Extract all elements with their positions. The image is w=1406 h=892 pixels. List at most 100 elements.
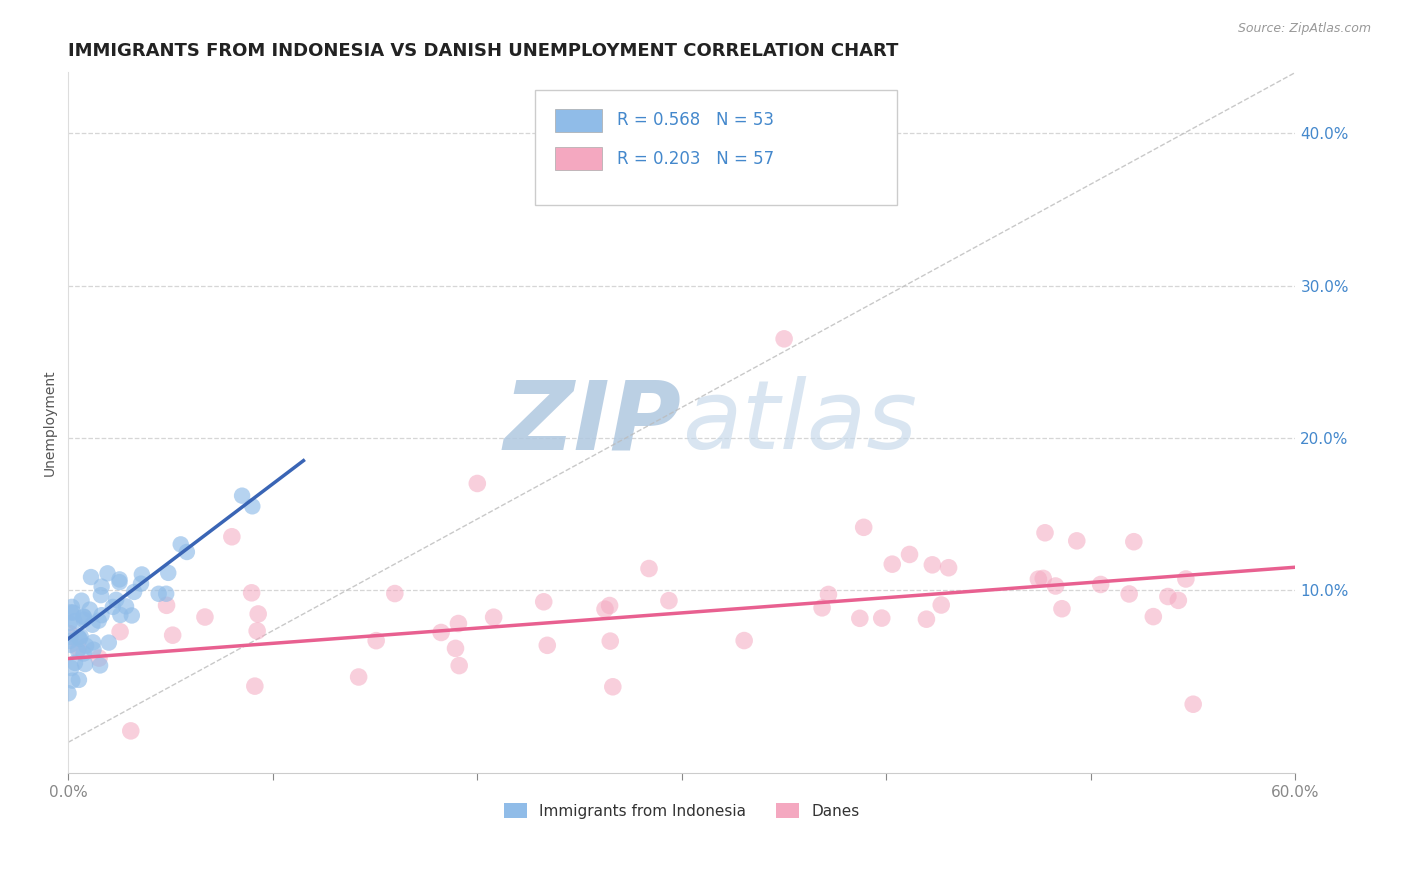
- Point: [1157, 590, 1180, 604]
- Point: [60, 599, 83, 614]
- Point: [1033, 525, 1056, 540]
- Text: atlas: atlas: [682, 376, 917, 469]
- Point: [121, 608, 143, 623]
- Point: [221, 530, 243, 544]
- Point: [69, 632, 91, 646]
- Point: [482, 610, 505, 624]
- Point: [75, 639, 97, 653]
- Point: [170, 537, 193, 551]
- Point: [60, 673, 83, 688]
- Point: [1050, 601, 1073, 615]
- Point: [247, 607, 270, 621]
- Point: [108, 624, 131, 639]
- Y-axis label: Unemployment: Unemployment: [44, 369, 58, 476]
- Point: [89, 658, 111, 673]
- Point: [384, 586, 406, 600]
- Point: [733, 633, 755, 648]
- Point: [122, 585, 145, 599]
- Point: [929, 598, 952, 612]
- Point: [73, 609, 96, 624]
- Point: [638, 561, 661, 575]
- Point: [108, 573, 131, 587]
- Point: [59, 634, 82, 648]
- Bar: [555, 109, 602, 132]
- Point: [1028, 572, 1050, 586]
- Point: [63, 656, 86, 670]
- Point: [87, 651, 110, 665]
- Point: [129, 576, 152, 591]
- Point: [73, 610, 96, 624]
- Point: [90, 580, 112, 594]
- Point: [1118, 587, 1140, 601]
- Point: [599, 599, 621, 613]
- Point: [83, 642, 105, 657]
- Point: [67, 640, 90, 655]
- Point: [1167, 593, 1189, 607]
- Legend: Immigrants from Indonesia, Danes: Immigrants from Indonesia, Danes: [498, 797, 866, 824]
- Point: [80, 570, 103, 584]
- Point: [533, 595, 555, 609]
- Point: [60, 661, 83, 675]
- Point: [67, 630, 90, 644]
- Point: [536, 638, 558, 652]
- Point: [66, 643, 89, 657]
- Point: [1142, 609, 1164, 624]
- Point: [157, 566, 180, 580]
- Point: [162, 628, 184, 642]
- Point: [96, 566, 118, 581]
- Text: Source: ZipAtlas.com: Source: ZipAtlas.com: [1237, 22, 1371, 36]
- Point: [849, 611, 872, 625]
- Point: [773, 332, 796, 346]
- Point: [62, 606, 84, 620]
- Point: [155, 587, 177, 601]
- Point: [59, 638, 82, 652]
- Point: [58, 686, 80, 700]
- Point: [240, 500, 263, 514]
- Point: [1174, 572, 1197, 586]
- Point: [465, 476, 488, 491]
- Point: [347, 670, 370, 684]
- Point: [155, 599, 177, 613]
- Point: [120, 723, 142, 738]
- Point: [131, 567, 153, 582]
- Point: [82, 617, 104, 632]
- Point: [246, 624, 269, 638]
- Point: [1182, 697, 1205, 711]
- Point: [75, 657, 97, 671]
- Point: [921, 558, 943, 572]
- Point: [240, 586, 263, 600]
- Text: R = 0.568   N = 53: R = 0.568 N = 53: [617, 111, 773, 129]
- Point: [73, 613, 96, 627]
- Point: [82, 635, 104, 649]
- Text: R = 0.203   N = 57: R = 0.203 N = 57: [617, 150, 773, 168]
- Point: [915, 612, 938, 626]
- Point: [1045, 579, 1067, 593]
- Point: [69, 629, 91, 643]
- Bar: [555, 147, 602, 170]
- Point: [1032, 571, 1054, 585]
- Point: [67, 673, 90, 687]
- Point: [602, 680, 624, 694]
- Point: [1066, 533, 1088, 548]
- Point: [938, 560, 960, 574]
- Point: [148, 587, 170, 601]
- Point: [898, 548, 921, 562]
- Point: [449, 658, 471, 673]
- Point: [115, 599, 138, 614]
- Point: [90, 588, 112, 602]
- Point: [658, 593, 681, 607]
- Point: [72, 647, 94, 661]
- Text: IMMIGRANTS FROM INDONESIA VS DANISH UNEMPLOYMENT CORRELATION CHART: IMMIGRANTS FROM INDONESIA VS DANISH UNEM…: [69, 42, 898, 60]
- Point: [58, 616, 80, 631]
- Point: [194, 610, 217, 624]
- Point: [870, 611, 893, 625]
- Point: [444, 641, 467, 656]
- Point: [852, 520, 875, 534]
- FancyBboxPatch shape: [534, 90, 897, 205]
- Point: [59, 630, 82, 644]
- Point: [176, 545, 198, 559]
- Point: [817, 587, 839, 601]
- Point: [59, 605, 82, 619]
- Point: [108, 575, 131, 590]
- Point: [63, 614, 86, 628]
